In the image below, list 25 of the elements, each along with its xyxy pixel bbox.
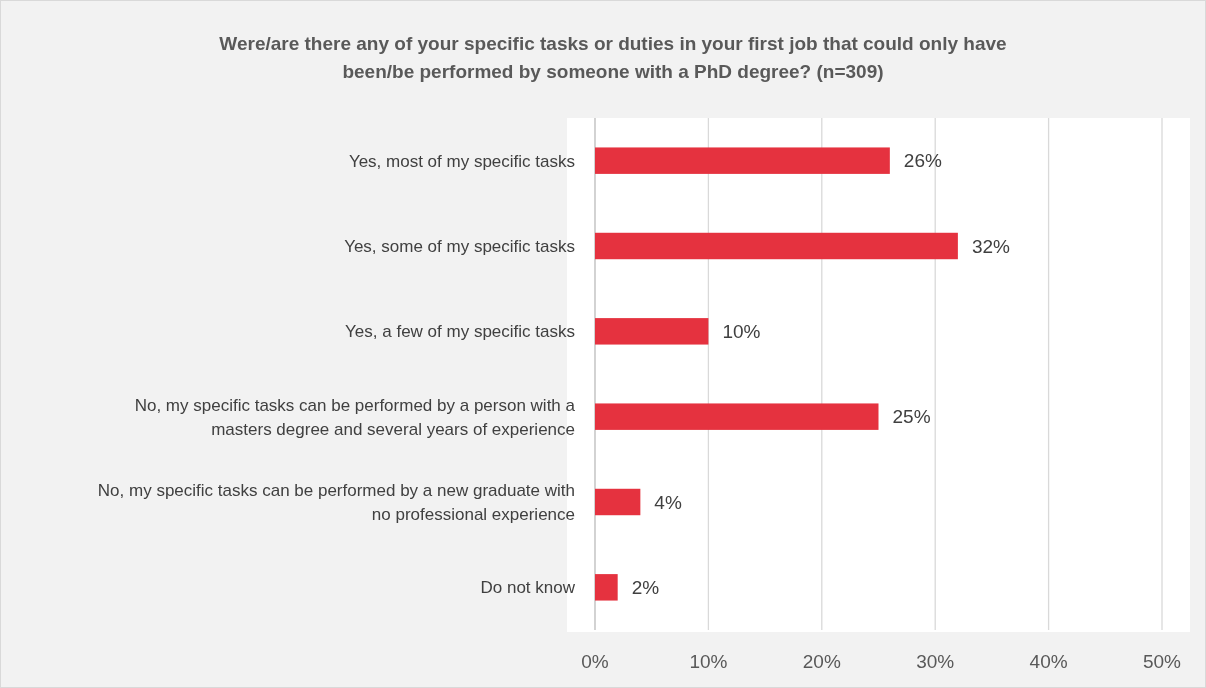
bar	[595, 403, 879, 430]
x-tick-label: 20%	[802, 651, 841, 672]
data-label: 32%	[971, 235, 1011, 257]
data-label: 25%	[892, 406, 931, 428]
data-label: 4%	[654, 491, 682, 513]
data-label: 26%	[903, 150, 942, 172]
chart-title: Were/are there any of your specific tasks or duties in your first job that could only have been/be performed by someone with a PhD degree? (n=309)	[219, 33, 1007, 82]
bar	[595, 147, 890, 174]
bar	[595, 488, 641, 516]
data-label: 2%	[631, 576, 660, 598]
y-tick-label: No, my specific tasks can be performed by a person with a masters degree and several years of experience	[134, 395, 576, 439]
x-tick-label: 30%	[916, 651, 955, 672]
x-tick-label: 0%	[581, 651, 609, 672]
y-tick-label: No, my specific tasks can be performed by a new graduate with no professional experience	[97, 480, 575, 524]
y-tick-label: Do not know	[480, 578, 576, 598]
x-tick-label: 50%	[1142, 651, 1182, 672]
bar	[595, 232, 958, 260]
x-tick-label: 40%	[1029, 651, 1068, 672]
y-tick-label: Yes, a few of my specific tasks	[345, 322, 575, 342]
y-tick-label: Yes, some of my specific tasks	[344, 236, 575, 256]
bar	[595, 574, 618, 601]
y-tick-label: Yes, most of my specific tasks	[348, 151, 575, 171]
bar	[595, 318, 709, 345]
data-label: 10%	[722, 320, 761, 342]
x-tick-label: 10%	[689, 651, 728, 672]
